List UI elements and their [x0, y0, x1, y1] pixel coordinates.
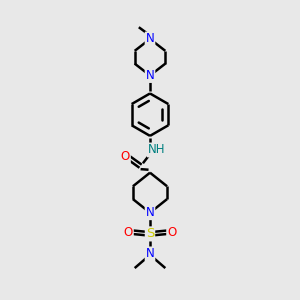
- Text: S: S: [146, 227, 154, 240]
- Text: N: N: [146, 32, 154, 46]
- Text: N: N: [146, 69, 154, 82]
- Text: O: O: [167, 226, 176, 239]
- Text: N: N: [146, 206, 154, 219]
- Text: N: N: [146, 248, 154, 260]
- Text: O: O: [124, 226, 133, 239]
- Text: NH: NH: [148, 143, 165, 157]
- Text: O: O: [121, 150, 130, 163]
